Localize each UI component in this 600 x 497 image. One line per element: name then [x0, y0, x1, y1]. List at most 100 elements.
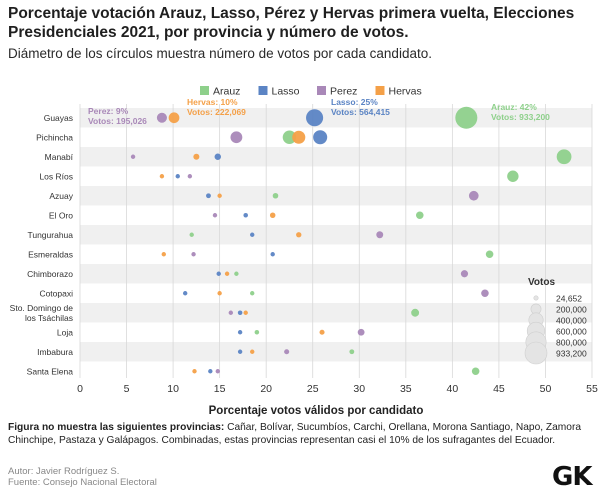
bubble-hervas	[319, 329, 325, 335]
bubble-hervas	[224, 271, 230, 276]
bubble-perez	[191, 252, 196, 257]
x-tick-label: 25	[307, 383, 319, 395]
bubble-perez	[187, 174, 193, 179]
row-band	[80, 225, 592, 245]
bubble-hervas	[168, 112, 180, 124]
row-band	[80, 264, 592, 284]
province-label: Imbabura	[37, 347, 73, 357]
x-tick-label: 50	[540, 383, 552, 395]
bubble-perez	[156, 112, 167, 123]
legend-label: Arauz	[213, 86, 240, 98]
bubble-perez	[130, 154, 136, 159]
annotation-text: Votos: 564,415	[331, 107, 390, 117]
gk-logo: GK	[552, 462, 592, 492]
bubble-hervas	[250, 349, 255, 354]
size-legend-label: 600,000	[556, 327, 587, 337]
bubble-perez	[460, 270, 469, 278]
province-label: Loja	[57, 327, 73, 337]
size-legend-label: 24,652	[556, 294, 582, 304]
x-tick-label: 20	[260, 383, 272, 395]
bubble-hervas	[269, 212, 276, 218]
annotation-text: Votos: 222,069	[187, 107, 246, 117]
bubble-lasso	[237, 330, 243, 335]
bubble-hervas	[192, 369, 197, 374]
bubble-hervas	[161, 252, 166, 257]
annotation-text: Lasso: 25%	[331, 97, 378, 107]
x-tick-label: 55	[586, 383, 598, 395]
bubble-perez	[228, 310, 234, 315]
annotation-text: Votos: 195,026	[88, 116, 147, 126]
row-band	[80, 342, 592, 362]
bubble-perez	[230, 131, 243, 144]
province-label: Pichincha	[36, 132, 73, 142]
bubble-perez	[357, 328, 365, 336]
bubble-arauz	[234, 271, 239, 276]
bubble-perez	[481, 289, 489, 298]
bubble-hervas	[217, 193, 222, 198]
size-legend-label: 800,000	[556, 338, 587, 348]
bubble-perez	[376, 231, 384, 239]
legend-swatch	[258, 86, 268, 95]
size-legend-label: 400,000	[556, 316, 587, 326]
province-label: Cotopaxi	[39, 288, 73, 298]
row-band	[80, 186, 592, 206]
bubble-perez	[468, 190, 479, 201]
bubble-arauz	[471, 367, 480, 376]
annotation-text: Perez: 9%	[88, 106, 129, 116]
bubble-chart: 0 5 10 15 20 25 30 35 40 45 50 55 Porcentaje votos v…	[10, 86, 598, 418]
bubble-lasso	[216, 271, 221, 276]
row-band	[80, 147, 592, 167]
size-legend-title: Votos	[528, 277, 555, 288]
bubble-arauz	[254, 329, 260, 335]
bubble-lasso	[243, 212, 248, 218]
province-label: Chimborazo	[27, 269, 73, 279]
x-axis-label: Porcentaje votos válidos por candidato	[209, 405, 424, 417]
annotation-text: Hervas: 10%	[187, 97, 238, 107]
province-label: Guayas	[44, 113, 73, 123]
x-tick-label: 5	[124, 383, 130, 395]
bubble-lasso	[237, 349, 243, 354]
chart-subtitle: Diámetro de los círculos muestra número …	[8, 46, 432, 61]
bubble-arauz	[349, 349, 355, 355]
footnote-bold: Figura no muestra las siguientes provinc…	[8, 422, 225, 433]
bubble-arauz	[282, 130, 297, 144]
footnote-text: Cañar, Bolívar, Sucumbíos, Carchi, Orell…	[8, 422, 582, 446]
legend-label: Lasso	[272, 86, 300, 98]
legend-swatch	[317, 86, 326, 95]
credits: Autor: Javier Rodríguez S. Fuente: Conse…	[8, 466, 157, 488]
size-legend-label: 200,000	[556, 305, 587, 315]
bubble-lasso	[175, 174, 180, 179]
author: Autor: Javier Rodríguez S.	[8, 466, 120, 477]
annotation-text: Arauz: 42%	[491, 102, 537, 112]
province-label: Los Ríos	[39, 171, 73, 181]
bubble-perez	[212, 213, 218, 218]
bubble-hervas	[159, 174, 165, 179]
legend-swatch	[200, 86, 209, 95]
bubble-arauz	[416, 211, 424, 220]
province-label: El Oro	[49, 210, 73, 220]
province-label-line2: los Tsáchilas	[25, 313, 73, 323]
size-legend-circle	[533, 295, 539, 301]
bubble-arauz	[250, 291, 255, 296]
province-label: Azuay	[49, 191, 73, 201]
bubble-perez	[284, 349, 290, 355]
bubble-lasso	[306, 109, 324, 127]
bubble-lasso	[250, 232, 255, 237]
x-tick-label: 30	[353, 383, 365, 395]
legend-swatch	[375, 86, 385, 95]
bubble-arauz	[411, 308, 420, 317]
size-legend-label: 933,200	[556, 349, 587, 359]
annotation-text: Votos: 933,200	[491, 112, 550, 122]
footnote: Figura no muestra las siguientes provinc…	[8, 421, 593, 447]
legend-label: Hervas	[389, 86, 422, 98]
bubble-lasso	[270, 252, 275, 257]
bubble-perez	[215, 369, 220, 374]
bubble-lasso	[214, 153, 221, 160]
row-band	[80, 303, 592, 323]
bubble-arauz	[455, 106, 478, 129]
bubble-hervas	[292, 130, 306, 144]
province-label: Tungurahua	[27, 230, 73, 240]
province-label: Santa Elena	[27, 366, 74, 376]
bubble-arauz	[485, 250, 494, 259]
province-label-line1: Sto. Domingo de	[10, 303, 74, 313]
